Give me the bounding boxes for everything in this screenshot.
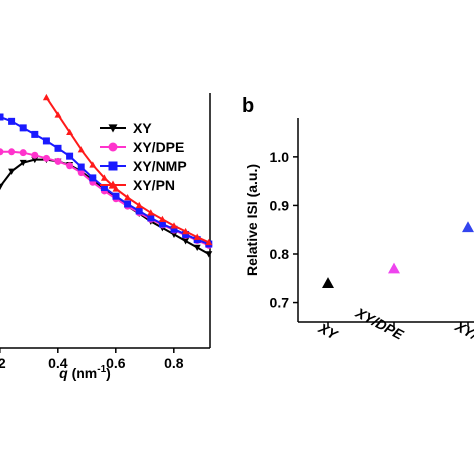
panel-b-label: b [242, 95, 254, 117]
panel-a-series-point-2 [8, 117, 16, 125]
panel-a-series-point-2 [0, 113, 4, 121]
panel-a-series-point-0 [193, 244, 201, 251]
panel-a-series-point-2 [42, 137, 50, 145]
panel-a-x-unit-start: (nm [68, 365, 98, 381]
panel-b-y-tick-label: 0.7 [270, 295, 290, 311]
panel-a-series-point-3 [89, 161, 97, 168]
panel-a-x-unit-exp: -1 [97, 364, 106, 375]
panel-a-x-tick-label: 0.4 [48, 355, 68, 371]
panel-a-series-point-1 [19, 149, 27, 157]
panel-a-x-unit-end: ) [106, 365, 111, 381]
panel-b-points [322, 221, 474, 288]
panel-a-series-point-0 [205, 251, 213, 258]
panel-a-series-point-2 [31, 130, 39, 138]
panel-a-series-point-1 [77, 169, 85, 177]
panel-a-series-point-3 [66, 128, 74, 136]
panel-a-series-point-2 [19, 124, 27, 132]
panel-a-x-var: q [59, 365, 68, 381]
panel-a-series-point-2 [77, 163, 85, 171]
panel-b-y-tick-label: 1.0 [270, 149, 290, 165]
panel-a-series-point-1 [42, 154, 50, 162]
panel-a-series-point-1 [8, 148, 16, 156]
panel-a-series-point-2 [135, 207, 143, 215]
panel-a-series-point-3 [54, 111, 62, 118]
panel-a-series-point-2 [124, 200, 132, 208]
panel-a-series-point-3 [158, 215, 166, 223]
panel-b-y-tick-label: 0.9 [270, 197, 290, 213]
panel-a-series-point-3 [193, 233, 201, 240]
panel-a-series-point-0 [19, 159, 27, 167]
legend-label-3: XY/PN [133, 177, 175, 193]
legend-marker-0 [108, 124, 118, 133]
panel-a-series-point-0 [182, 238, 190, 245]
panel-a-series-point-1 [54, 157, 62, 165]
panel-a-series-point-2 [158, 220, 166, 228]
panel-a-x-tick-label: 0.6 [106, 355, 126, 371]
panel-b-point-1 [388, 262, 400, 274]
panel-b-y-axis-title: Relative ISI (a.u.) [244, 164, 260, 276]
panel-a-series-point-1 [31, 151, 39, 159]
panel-a-legend: XY XY/DPE XY/NMP XY/PN [100, 120, 187, 193]
legend-marker-3 [108, 180, 118, 189]
panel-a-series-point-3 [182, 227, 190, 235]
panel-a-series-point-0 [170, 231, 178, 238]
panel-a-series-point-3 [170, 222, 178, 229]
panel-a-x-axis-title: q (nm-1) [59, 364, 111, 381]
panel-a-series-point-2 [147, 214, 155, 222]
panel-a-series-point-2 [112, 192, 120, 200]
panel-a-series [0, 93, 213, 258]
panel-a-series-point-2 [170, 225, 178, 233]
panel-a-x-ticks: .2 0.4 0.6 0.8 [0, 348, 184, 371]
panel-a-axes [0, 93, 211, 349]
panel-a-series-point-2 [182, 230, 190, 238]
panel-a-series-point-2 [54, 144, 62, 152]
panel-b-point-0 [322, 277, 334, 288]
panel-a-series-point-2 [100, 183, 108, 191]
panel-a-series-point-1 [66, 162, 74, 170]
legend-marker-1 [108, 142, 118, 152]
panel-b-x-tick-label: XY/DPE [352, 304, 406, 343]
panel-a-series-point-0 [0, 183, 4, 191]
panel-a-series-point-2 [89, 174, 97, 182]
panel-a-series-point-0 [8, 168, 16, 175]
legend-label-0: XY [133, 120, 152, 136]
panel-a: .2 0.4 0.6 0.8 q (nm-1) XY XY/DPE XY/NMP XY/PN [0, 93, 213, 381]
panel-a-series-point-3 [77, 146, 85, 153]
panel-b-y-tick-label: 0.8 [270, 246, 290, 262]
panel-a-series-point-3 [135, 201, 143, 209]
panel-b-y-ticks: 0.7 0.8 0.9 1.0 [270, 149, 298, 311]
legend-label-1: XY/DPE [133, 139, 184, 155]
panel-a-series-point-2 [66, 152, 74, 160]
panel-a-series-point-1 [0, 148, 4, 156]
panel-b-x-ticks: XY XY/DPE XY/ [315, 304, 474, 344]
panel-b: b 0.70.80.91.0 XY XY/DPE XY/ Relative ISI … [242, 95, 474, 344]
panel-a-x-tick-label: 0.8 [164, 355, 184, 371]
legend-label-2: XY/NMP [133, 158, 187, 174]
panel-a-x-tick-label: .2 [0, 355, 6, 371]
panel-a-series-point-3 [147, 209, 155, 216]
panel-a-series-point-3 [100, 174, 108, 181]
panel-b-x-tick-label: XY [315, 319, 341, 343]
panel-a-series-point-3 [42, 93, 50, 101]
panel-a-series-point-3 [205, 238, 213, 246]
panel-b-point-2 [462, 221, 474, 233]
panel-a-series-point-3 [124, 193, 132, 201]
panel-a-series-point-0 [31, 156, 39, 164]
legend-marker-2 [108, 161, 118, 171]
